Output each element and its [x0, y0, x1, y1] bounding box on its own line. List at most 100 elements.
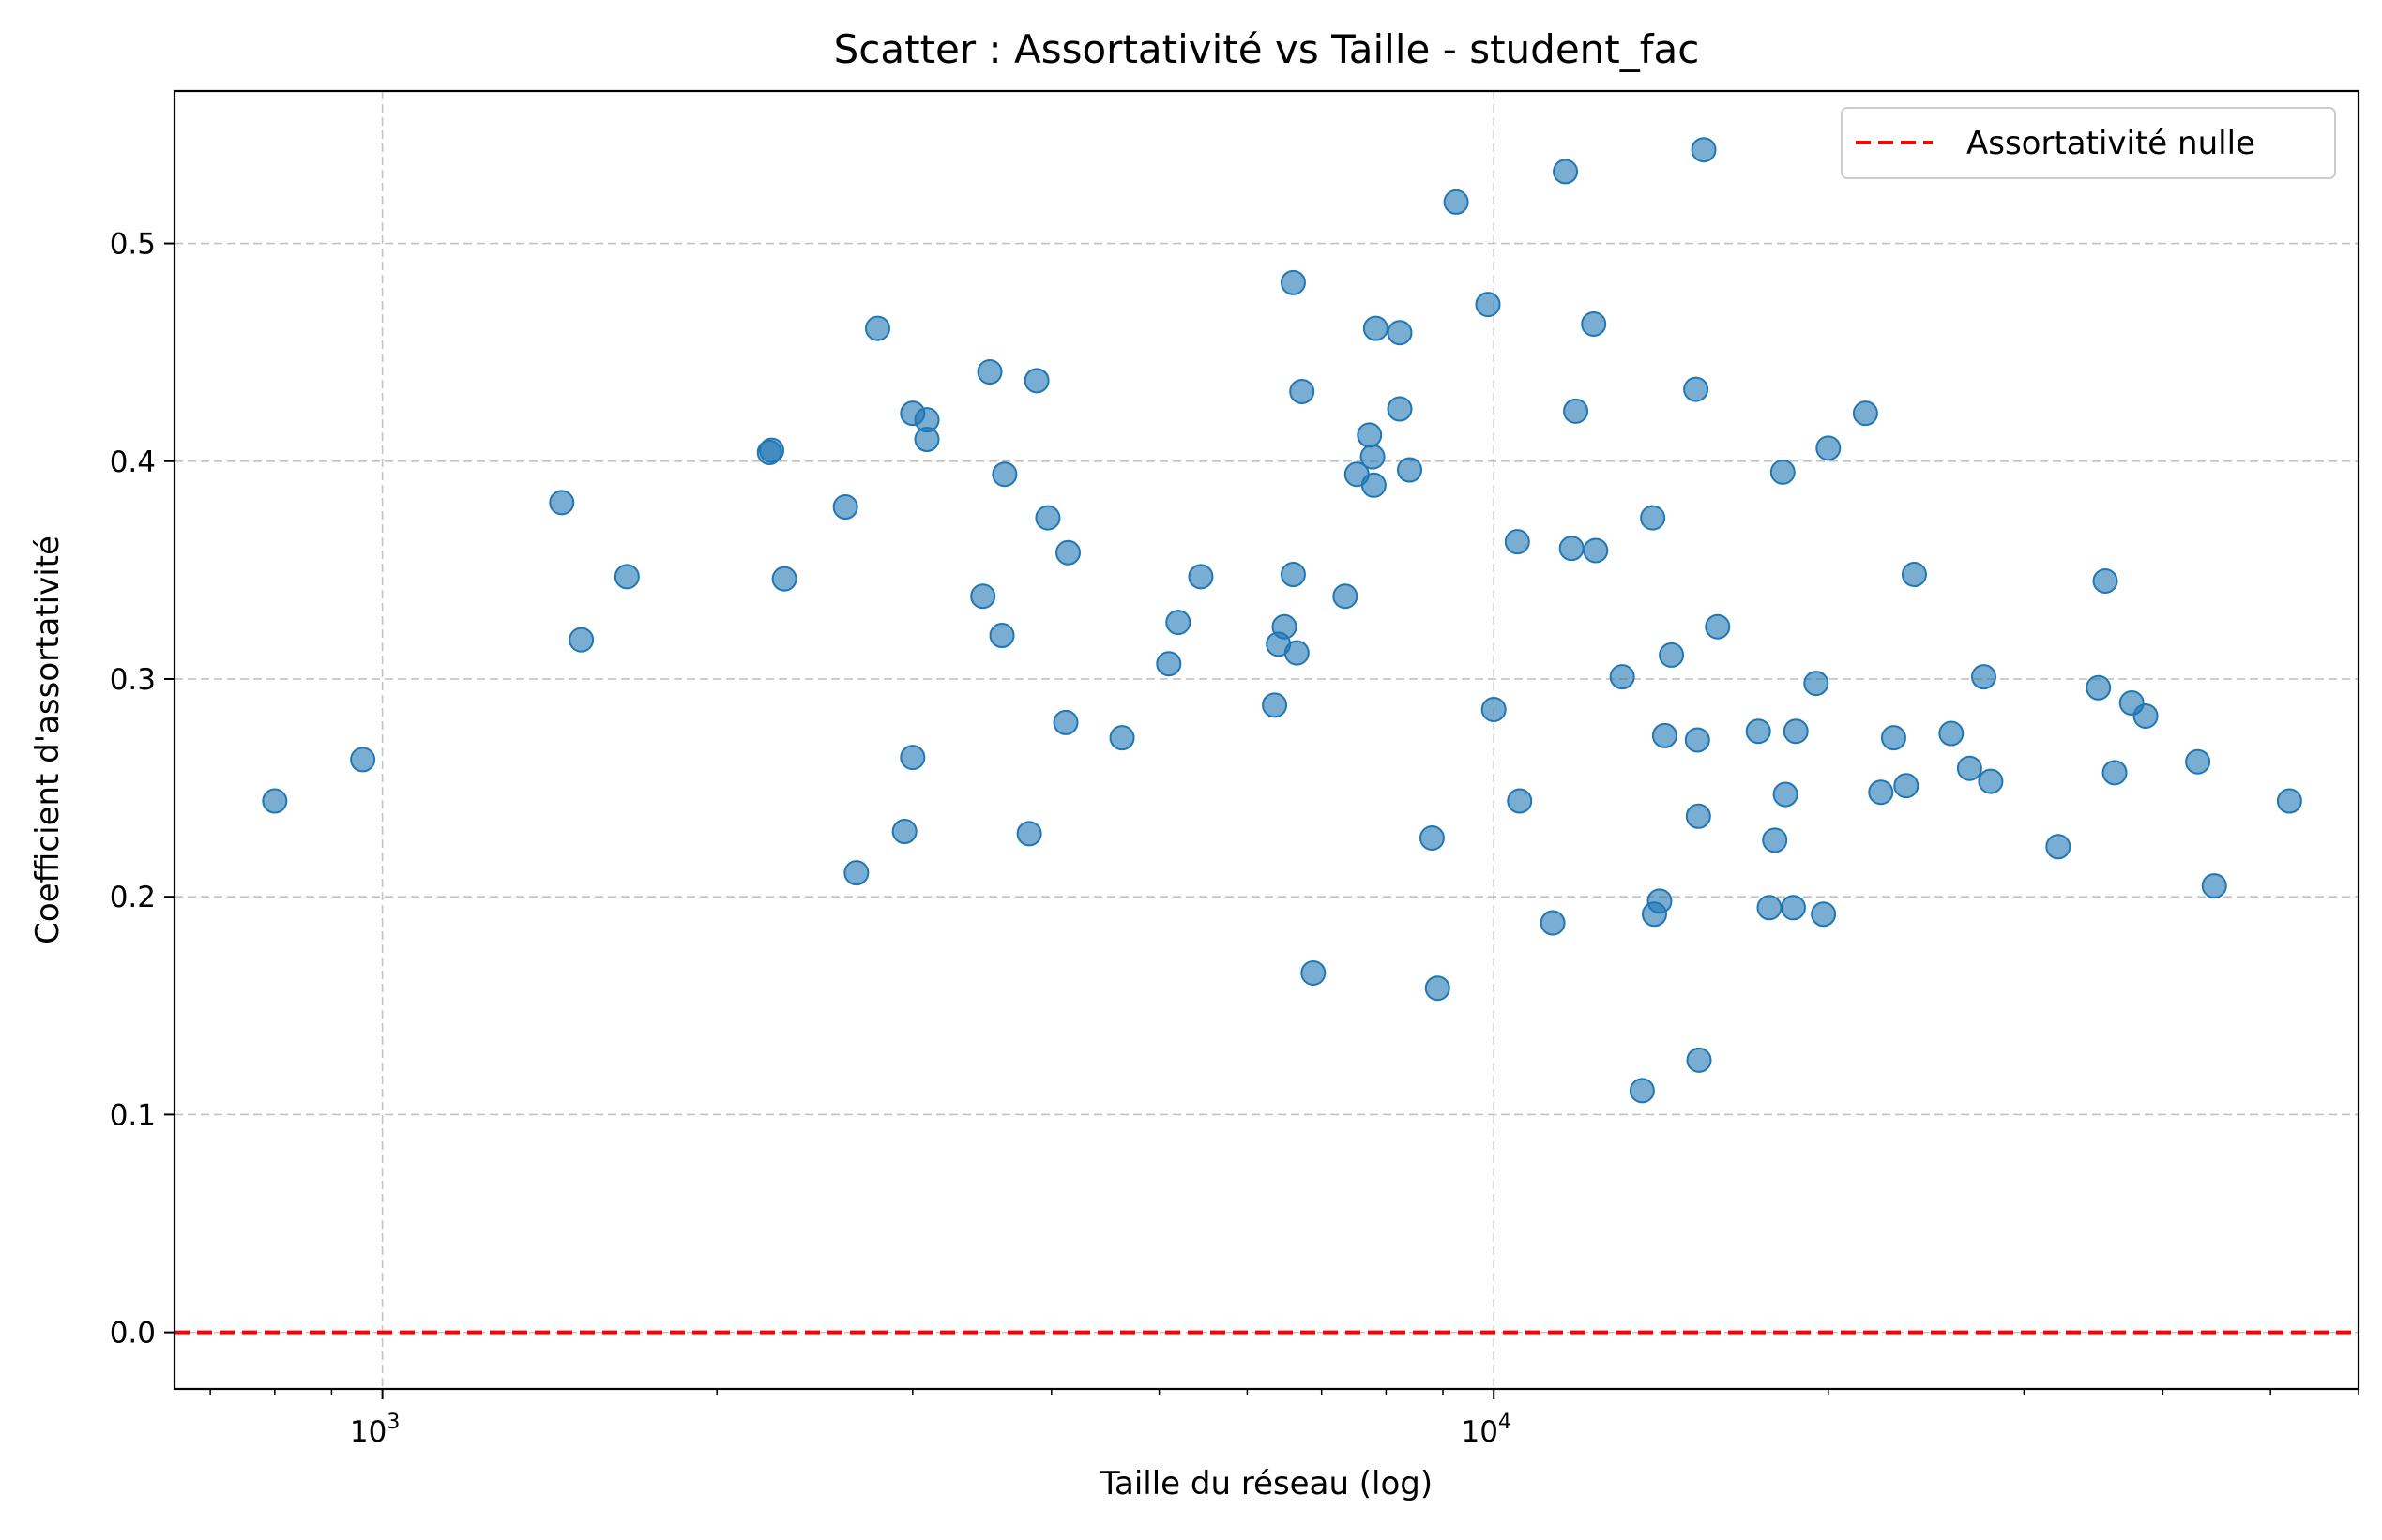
scatter-point — [1262, 692, 1288, 718]
scatter-point — [1035, 505, 1061, 531]
scatter-point — [1659, 642, 1685, 668]
scatter-point — [2185, 748, 2211, 775]
y-tick-label: 0.4 — [110, 445, 156, 479]
scatter-point — [1629, 1078, 1655, 1104]
scatter-point — [569, 627, 595, 653]
scatter-point — [1280, 562, 1306, 588]
scatter-point — [1188, 564, 1214, 590]
x-tick-label: 104 — [1461, 1411, 1510, 1449]
scatter-point — [1360, 472, 1387, 498]
scatter-point — [1686, 1047, 1712, 1073]
y-tick-label: 0.2 — [110, 881, 156, 914]
scatter-point — [1583, 537, 1609, 564]
y-axis-label: Coefficient d'assortativité — [29, 536, 67, 944]
scatter-point — [1705, 613, 1731, 640]
scatter-point — [1609, 664, 1635, 690]
scatter-point — [2045, 834, 2071, 860]
scatter-point — [1815, 435, 1842, 461]
scatter-point — [970, 583, 996, 610]
chart-title: Scatter : Assortativité vs Taille - stud… — [834, 26, 1700, 72]
scatter-point — [1640, 505, 1666, 531]
scatter-point — [1504, 529, 1530, 555]
scatter-point — [2132, 702, 2159, 729]
scatter-point — [977, 359, 1003, 385]
scatter-point — [1357, 422, 1383, 448]
scatter-point — [1424, 975, 1450, 1002]
scatter-point — [2201, 873, 2227, 899]
scatter-point — [1646, 888, 1673, 914]
scatter-point — [843, 860, 870, 886]
scatter-point — [864, 315, 890, 341]
scatter-point — [1683, 376, 1709, 402]
scatter-point — [1419, 824, 1445, 851]
scatter-point — [1283, 640, 1310, 666]
scatter-point — [1271, 613, 1297, 640]
scatter-point — [1803, 671, 1829, 697]
scatter-point — [1053, 709, 1079, 735]
scatter-point — [891, 819, 918, 845]
scatter-point — [989, 623, 1015, 649]
scatter-point — [1762, 827, 1788, 853]
y-tick-label: 0.1 — [110, 1098, 156, 1132]
scatter-point — [1055, 539, 1082, 566]
scatter-point — [1868, 779, 1894, 806]
scatter-point — [1956, 755, 1982, 781]
scatter-point — [1397, 457, 1423, 483]
scatter-point — [1362, 315, 1388, 341]
legend-label: Assortativité nulle — [1966, 125, 2255, 162]
scatter-point — [900, 745, 926, 771]
scatter-point — [1540, 910, 1566, 936]
scatter-point — [1581, 310, 1607, 337]
data-points — [262, 137, 2302, 1104]
scatter-point — [759, 437, 785, 463]
scatter-point — [1480, 696, 1507, 722]
scatter-point — [2276, 788, 2302, 814]
legend-box — [1841, 107, 2336, 179]
x-axis-label: Taille du réseau (log) — [1100, 1465, 1433, 1502]
scatter-point — [1685, 803, 1711, 829]
scatter-point — [1443, 189, 1469, 215]
scatter-point — [832, 494, 858, 521]
scatter-point — [1165, 610, 1191, 636]
scatter-point — [262, 788, 288, 814]
scatter-point — [1893, 773, 1919, 799]
scatter-point — [771, 566, 797, 592]
scatter-point — [1289, 378, 1315, 404]
scatter-point — [1852, 400, 1878, 427]
scatter-point — [992, 461, 1018, 488]
scatter-point — [1978, 768, 2004, 794]
scatter-point — [2092, 567, 2118, 594]
scatter-point — [914, 427, 940, 453]
scatter-point — [1387, 396, 1413, 422]
scatter-point — [1507, 788, 1533, 814]
y-tick-label: 0.0 — [110, 1317, 156, 1351]
scatter-point — [1558, 536, 1585, 562]
scatter-point — [1387, 320, 1413, 346]
y-tick-label: 0.3 — [110, 663, 156, 697]
scatter-point — [614, 564, 640, 590]
scatter-point — [1156, 651, 1182, 677]
scatter-point — [1651, 722, 1677, 748]
scatter-point — [2101, 760, 2128, 786]
legend: Assortativité nulle — [1841, 107, 2336, 179]
scatter-point — [1684, 727, 1710, 753]
scatter-point — [1938, 720, 1965, 747]
scatter-point — [2086, 674, 2112, 701]
axis-ticks: 0.0 0.1 0.2 0.3 0.4 0.5 103 104 — [110, 228, 2359, 1449]
scatter-point — [1691, 137, 1717, 163]
scatter-point — [1756, 895, 1783, 921]
scatter-point — [1811, 901, 1837, 928]
scatter-point — [1024, 368, 1050, 394]
scatter-point — [1553, 159, 1579, 185]
scatter-point — [1880, 725, 1906, 751]
scatter-point — [1280, 269, 1306, 295]
scatter-point — [1475, 292, 1501, 318]
scatter-point — [1772, 781, 1798, 808]
scatter-point — [1563, 398, 1589, 424]
scatter-point — [1359, 444, 1386, 470]
scatter-point — [1783, 718, 1809, 745]
scatter-point — [1769, 459, 1796, 485]
scatter-point — [350, 747, 376, 773]
